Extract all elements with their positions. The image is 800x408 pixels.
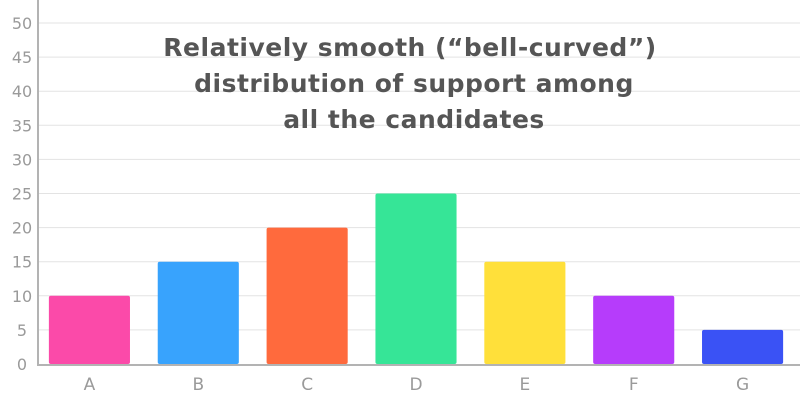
y-tick-label: 0	[17, 355, 27, 374]
y-tick-label: 15	[12, 253, 32, 272]
y-tick-label: 35	[12, 116, 32, 135]
bars	[48, 193, 784, 364]
bar-e	[484, 261, 566, 364]
x-category-label: A	[84, 375, 96, 395]
y-axis-tick-labels: 0 5 10 15 20 25 30 35 40 45 50	[12, 14, 32, 374]
x-category-label: C	[301, 375, 313, 395]
x-axis-category-labels: A B C D E F G	[84, 375, 750, 395]
x-category-label: F	[629, 375, 639, 395]
y-tick-label: 50	[12, 14, 32, 33]
bar-b	[157, 261, 239, 364]
x-category-label: D	[409, 375, 422, 395]
x-category-label: G	[736, 375, 749, 395]
y-tick-label: 20	[12, 219, 32, 238]
chart-title-line-1: Relatively smooth (“bell-curved”)	[163, 33, 656, 62]
x-category-label: E	[519, 375, 530, 395]
y-tick-label: 40	[12, 82, 32, 101]
y-tick-label: 5	[17, 321, 27, 340]
y-tick-label: 25	[12, 185, 32, 204]
chart-title-line-3: all the candidates	[283, 105, 545, 134]
x-category-label: B	[192, 375, 204, 395]
chart-title-line-2: distribution of support among	[194, 69, 634, 98]
y-tick-label: 30	[12, 150, 32, 169]
y-tick-label: 10	[12, 287, 32, 306]
bar-c	[266, 227, 348, 364]
y-tick-label: 45	[12, 48, 32, 67]
bar-g	[702, 329, 784, 364]
bar-f	[593, 295, 675, 364]
bar-d	[375, 193, 457, 364]
bar-a	[48, 295, 130, 364]
